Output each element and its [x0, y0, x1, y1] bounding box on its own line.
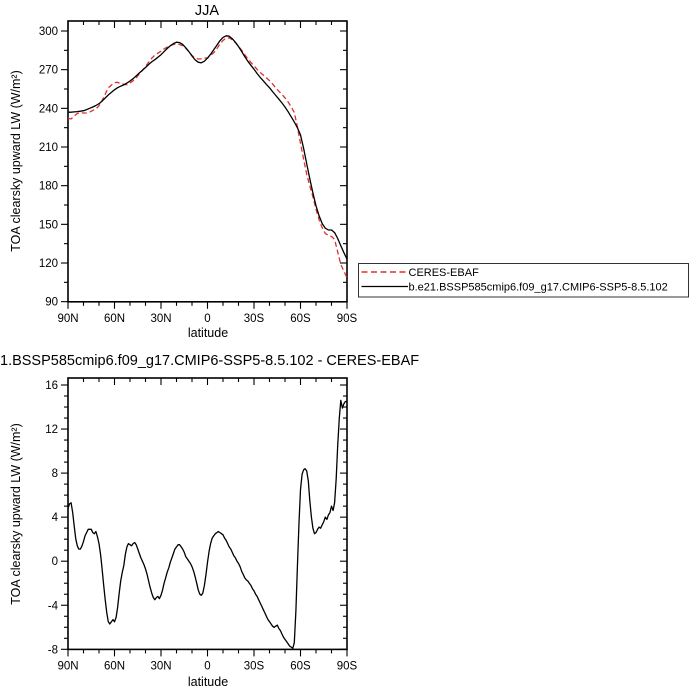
y-tick-label: 240 — [39, 103, 58, 115]
y-tick-label: 90 — [45, 297, 58, 309]
y-tick-label: 8 — [52, 468, 58, 480]
top-ylabel: TOA clearsky upward LW (W/m²) — [9, 70, 23, 252]
x-tick-label: 60S — [290, 313, 311, 325]
bottom-xlabel: latitude — [188, 675, 228, 689]
y-tick-label: 210 — [39, 142, 58, 154]
bottom-ylabel: TOA clearsky upward LW (W/m²) — [9, 423, 23, 605]
plot-frame — [67, 20, 348, 303]
y-tick-label: 16 — [45, 380, 58, 392]
top-chart-title: JJA — [195, 3, 220, 19]
y-tick-label: -8 — [48, 644, 58, 656]
x-tick-label: 0 — [204, 313, 210, 325]
y-tick-label: 120 — [39, 258, 58, 270]
x-tick-label: 30N — [150, 660, 171, 672]
legend: CERES-EBAF b.e21.BSSP585cmip6.f09_g17.CM… — [358, 263, 689, 298]
x-tick-label: 30N — [150, 313, 171, 325]
x-tick-label: 60N — [104, 660, 125, 672]
bottom-chart-title: 1.BSSP585cmip6.f09_g17.CMIP6-SSP5-8.5.10… — [0, 353, 419, 369]
top-xlabel: latitude — [188, 326, 228, 340]
legend-box — [358, 263, 689, 298]
y-tick-label: 4 — [52, 512, 59, 524]
legend-label-ceres: CERES-EBAF — [409, 267, 480, 279]
x-tick-label: 60N — [104, 313, 125, 325]
x-tick-label: 0 — [204, 660, 210, 672]
x-tick-label: 90N — [57, 313, 78, 325]
curve-model — [68, 35, 348, 260]
y-tick-label: 300 — [39, 26, 58, 38]
legend-label-model: b.e21.BSSP585cmip6.f09_g17.CMIP6-SSP5-8.… — [409, 281, 668, 293]
curve-model — [67, 399, 347, 649]
y-tick-label: 150 — [39, 219, 58, 231]
x-tick-label: 60S — [290, 660, 311, 672]
y-tick-label: -4 — [48, 600, 59, 612]
x-tick-label: 30S — [244, 660, 265, 672]
y-tick-label: 12 — [45, 424, 58, 436]
plot-frame — [67, 377, 348, 651]
y-tick-label: 270 — [39, 65, 58, 77]
bottom-chart: 90N 60N 30N 0 30S 60S 90S -8 -4 0 4 8 12 16 — [45, 377, 358, 672]
top-chart: 90N 60N 30N 0 30S 60S 90S 90 120 150 180 210 240 270 3… — [39, 20, 358, 325]
x-tick-label: 90S — [337, 313, 358, 325]
y-tick-label: 0 — [52, 556, 58, 568]
y-tick-label: 180 — [39, 181, 58, 193]
x-tick-label: 90S — [337, 660, 358, 672]
x-tick-label: 90N — [57, 660, 78, 672]
x-tick-label: 30S — [244, 313, 265, 325]
